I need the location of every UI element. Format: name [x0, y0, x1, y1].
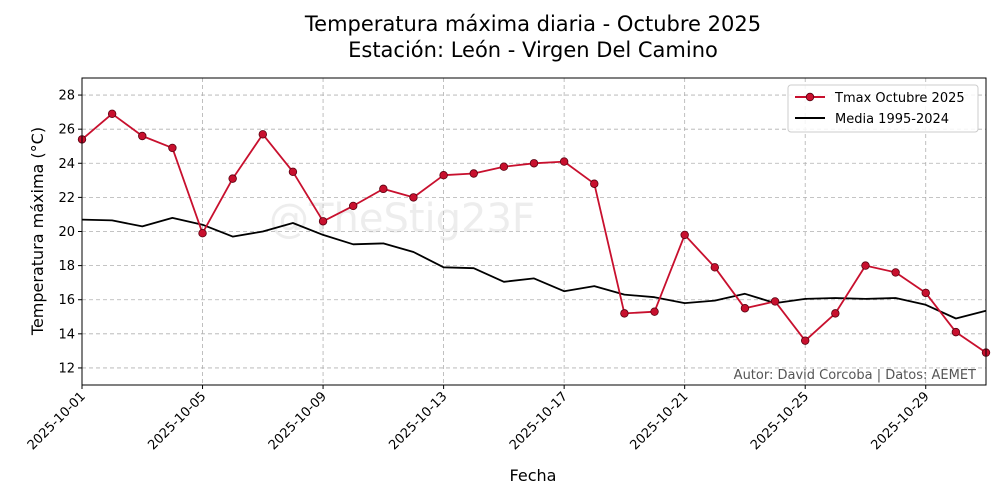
- data-point-tmax: [620, 309, 629, 318]
- x-tick-label: 2025-10-13: [386, 389, 450, 453]
- y-axis-label: Temperatura máxima (°C): [28, 127, 47, 336]
- data-point-tmax: [590, 179, 599, 188]
- data-point-tmax: [921, 288, 930, 298]
- data-point-tmax: [801, 336, 810, 345]
- data-point-tmax: [559, 157, 569, 166]
- data-point-tmax: [710, 263, 719, 272]
- data-point-tmax: [891, 268, 900, 277]
- data-point-tmax: [680, 230, 689, 240]
- y-tick-label: 24: [58, 157, 75, 172]
- y-tick-label: 26: [58, 123, 75, 138]
- y-tick-label: 28: [58, 89, 75, 104]
- data-point-tmax: [469, 169, 478, 178]
- legend-label-tmax: Tmax Octubre 2025: [834, 91, 965, 106]
- legend: Tmax Octubre 2025 Media 1995-2024: [787, 84, 979, 133]
- data-point-tmax: [499, 162, 509, 171]
- data-point-tmax: [198, 229, 207, 238]
- x-tick-label: 2025-10-05: [145, 389, 209, 453]
- y-tick-label: 14: [58, 327, 75, 342]
- data-point-tmax: [349, 201, 358, 211]
- x-tick-label: 2025-10-09: [266, 389, 330, 453]
- x-tick-label: 2025-10-25: [748, 389, 812, 453]
- watermark-text: @TheStig23F: [269, 196, 535, 242]
- data-point-tmax: [138, 131, 147, 141]
- data-point-tmax: [409, 193, 418, 202]
- x-tick-label: 2025-10-21: [627, 389, 691, 453]
- data-point-tmax: [288, 167, 298, 177]
- data-point-tmax: [318, 217, 328, 226]
- data-point-tmax: [650, 307, 659, 316]
- data-point-tmax: [379, 184, 388, 194]
- data-point-tmax: [258, 130, 267, 139]
- data-point-tmax: [951, 327, 961, 337]
- y-tick-label: 18: [58, 259, 75, 274]
- y-tick-label: 16: [58, 293, 75, 308]
- data-point-tmax: [439, 171, 448, 180]
- legend-marker-tmax: [805, 92, 815, 102]
- data-point-tmax: [831, 309, 840, 318]
- data-point-tmax: [529, 159, 539, 168]
- series-layer: [77, 109, 991, 357]
- legend-label-media: Media 1995-2024: [835, 112, 949, 127]
- x-tick-label: 2025-10-29: [869, 389, 933, 453]
- legend-box: [787, 84, 979, 133]
- data-point-tmax: [107, 109, 117, 119]
- chart-title-line2: Estación: León - Virgen Del Camino: [348, 38, 718, 62]
- data-point-tmax: [770, 297, 780, 306]
- data-point-tmax: [168, 143, 177, 153]
- series-line-media: [81, 216, 987, 320]
- y-tick-label: 22: [58, 191, 75, 206]
- y-tick-label: 20: [58, 225, 75, 240]
- data-point-tmax: [861, 261, 870, 270]
- chart-title-line1: Temperatura máxima diaria - Octubre 2025: [304, 12, 761, 36]
- x-axis-label: Fecha: [510, 466, 557, 485]
- y-tick-label: 12: [58, 361, 75, 376]
- data-point-tmax: [740, 304, 750, 313]
- x-tick-label: 2025-10-17: [507, 389, 571, 453]
- credit-text: Autor: David Corcoba | Datos: AEMET: [734, 368, 976, 383]
- data-point-tmax: [228, 174, 237, 183]
- x-tick-label: 2025-10-01: [25, 389, 89, 453]
